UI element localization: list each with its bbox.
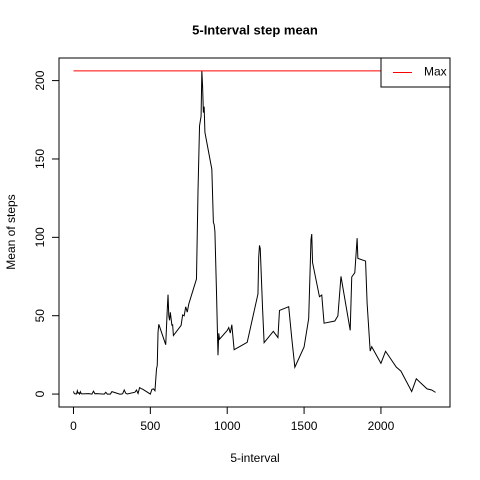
x-axis-label: 5-interval [230,451,279,465]
x-tick-label: 2000 [368,419,395,433]
x-tick-label: 1500 [291,419,318,433]
plot-box [58,57,451,408]
data-line [73,70,436,396]
y-tick-label: 100 [33,227,47,247]
legend-label: Max [424,65,447,79]
y-tick-label: 0 [33,390,47,397]
y-tick-label: 200 [33,70,47,90]
y-axis-label: Mean of steps [4,194,18,269]
x-tick-label: 0 [70,419,77,433]
x-tick-label: 500 [140,419,160,433]
legend-box [380,57,451,88]
chart-title: 5-Interval step mean [192,22,318,37]
y-tick-label: 50 [33,309,47,323]
x-tick-label: 1000 [214,419,241,433]
y-tick-label: 150 [33,149,47,169]
